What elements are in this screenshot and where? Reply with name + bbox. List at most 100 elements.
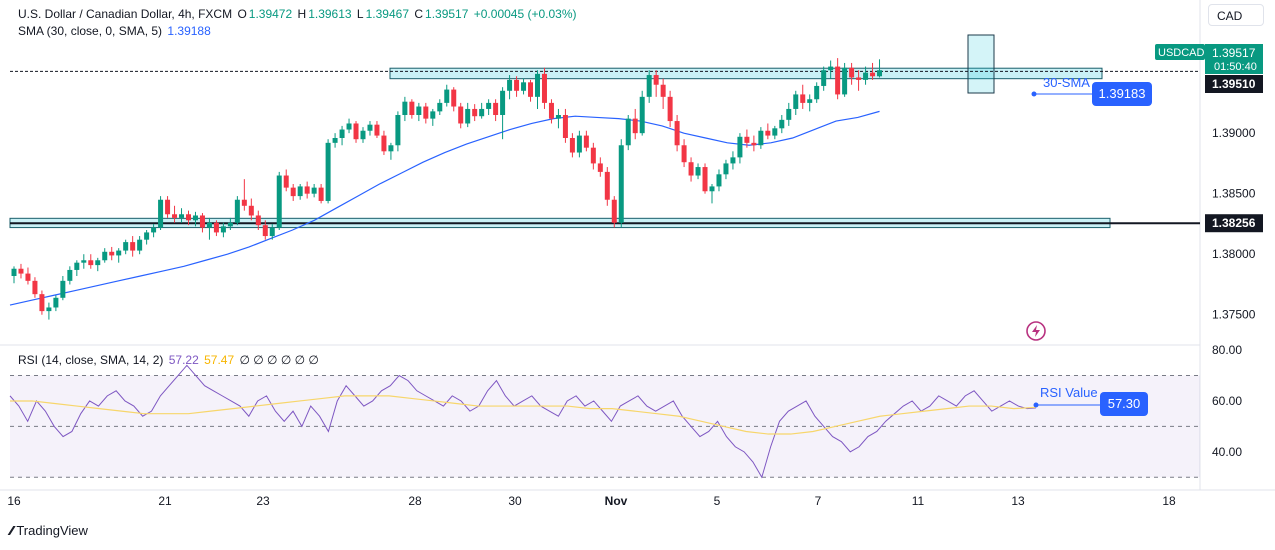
- time-tick-label: 30: [508, 494, 522, 508]
- candle: [870, 62, 876, 80]
- candle-body: [172, 214, 178, 218]
- candle-body: [18, 268, 24, 274]
- sma-header[interactable]: SMA (30, close, 0, SMA, 5) 1.39188: [18, 24, 213, 38]
- candle-body: [179, 214, 185, 218]
- candle: [158, 196, 164, 230]
- rsi-tick-label: 60.00: [1212, 394, 1242, 408]
- candle-body: [569, 138, 575, 153]
- candle: [353, 121, 359, 143]
- candle-body: [206, 222, 212, 228]
- candle: [283, 169, 289, 192]
- candle: [388, 142, 394, 160]
- low-value: 1.39467: [365, 7, 409, 21]
- candle-body: [751, 142, 757, 146]
- candle: [765, 123, 771, 140]
- time-tick-label: 7: [815, 494, 822, 508]
- levels-layer: [10, 70, 1200, 225]
- candle-body: [465, 108, 471, 124]
- candle: [409, 99, 415, 119]
- rsi-annotation-text: RSI Value: [1040, 385, 1098, 400]
- candle: [660, 78, 666, 109]
- change-value: +0.00045 (+0.03%): [473, 7, 577, 21]
- candle: [255, 210, 261, 230]
- candle: [653, 70, 659, 97]
- candle: [814, 82, 820, 103]
- candle-body: [304, 186, 310, 194]
- candle-body: [151, 227, 157, 233]
- candle-body: [213, 222, 219, 233]
- candle: [695, 163, 701, 180]
- candle-body: [360, 130, 366, 140]
- candle-body: [388, 145, 394, 152]
- candle: [88, 254, 94, 269]
- symbol-title: U.S. Dollar / Canadian Dollar, 4h, FXCM: [18, 7, 233, 21]
- candle: [60, 276, 66, 301]
- candle-body: [835, 66, 841, 95]
- currency-button[interactable]: CAD: [1208, 4, 1264, 26]
- rsi-tick-label: 40.00: [1212, 445, 1242, 459]
- candle-body: [744, 136, 750, 143]
- candle: [709, 184, 715, 204]
- symbol-tag-label: USDCAD: [1158, 47, 1205, 59]
- time-tick-label: 11: [912, 494, 925, 508]
- candle-body: [437, 102, 443, 112]
- rsi-value: 57.22: [168, 353, 199, 367]
- candle-body: [507, 79, 513, 91]
- candle-body: [458, 106, 464, 124]
- candle-body: [597, 163, 603, 172]
- candle-body: [548, 102, 554, 119]
- candle-body: [590, 147, 596, 164]
- candle: [395, 111, 401, 152]
- flash-icon[interactable]: [1026, 321, 1046, 341]
- candle-body: [290, 187, 296, 197]
- candle: [674, 115, 680, 152]
- rsi-line: [9, 364, 1037, 479]
- candle: [95, 257, 101, 272]
- candle: [486, 99, 492, 115]
- candle-body: [688, 162, 694, 176]
- candle: [772, 125, 778, 140]
- candle: [507, 75, 513, 100]
- candle: [702, 163, 708, 194]
- candle: [528, 79, 534, 102]
- candle: [199, 213, 205, 233]
- candle: [807, 94, 813, 112]
- low-label: L: [356, 7, 364, 21]
- candle-body: [199, 215, 205, 228]
- candle: [535, 70, 540, 109]
- time-tick-label: 21: [158, 494, 172, 508]
- candle: [130, 236, 136, 257]
- time-tick-label: 23: [256, 494, 270, 508]
- candle: [667, 90, 673, 128]
- candle: [297, 184, 303, 200]
- candle-body: [758, 130, 764, 146]
- candle: [32, 277, 38, 298]
- candle-body: [353, 123, 359, 140]
- branding-text: TradingView: [16, 523, 88, 538]
- last-price-tag: [1205, 44, 1263, 74]
- candle-body: [604, 171, 610, 200]
- candle-body: [416, 106, 422, 115]
- candle: [842, 62, 848, 97]
- candle-body: [535, 73, 540, 97]
- candle: [179, 208, 185, 223]
- candle: [800, 84, 806, 109]
- candle: [849, 62, 855, 85]
- candle-body: [165, 199, 171, 215]
- candle: [590, 142, 596, 170]
- symbol-header: U.S. Dollar / Canadian Dollar, 4h, FXCM …: [18, 7, 579, 21]
- candle: [562, 108, 568, 143]
- candle-body: [220, 226, 226, 233]
- candle: [192, 211, 198, 227]
- tradingview-logo[interactable]: ⁄⁄ TradingView: [10, 523, 88, 538]
- candle-body: [109, 251, 115, 256]
- candle: [318, 184, 324, 204]
- sma-annotation-value: 1.39183: [1099, 86, 1146, 101]
- rsi-header[interactable]: RSI (14, close, SMA, 14, 2) 57.22 57.47 …: [18, 353, 321, 367]
- candle: [493, 99, 499, 122]
- candle-body: [346, 123, 352, 130]
- candle-body: [786, 108, 792, 120]
- candle-body: [25, 273, 31, 281]
- candle: [437, 99, 443, 115]
